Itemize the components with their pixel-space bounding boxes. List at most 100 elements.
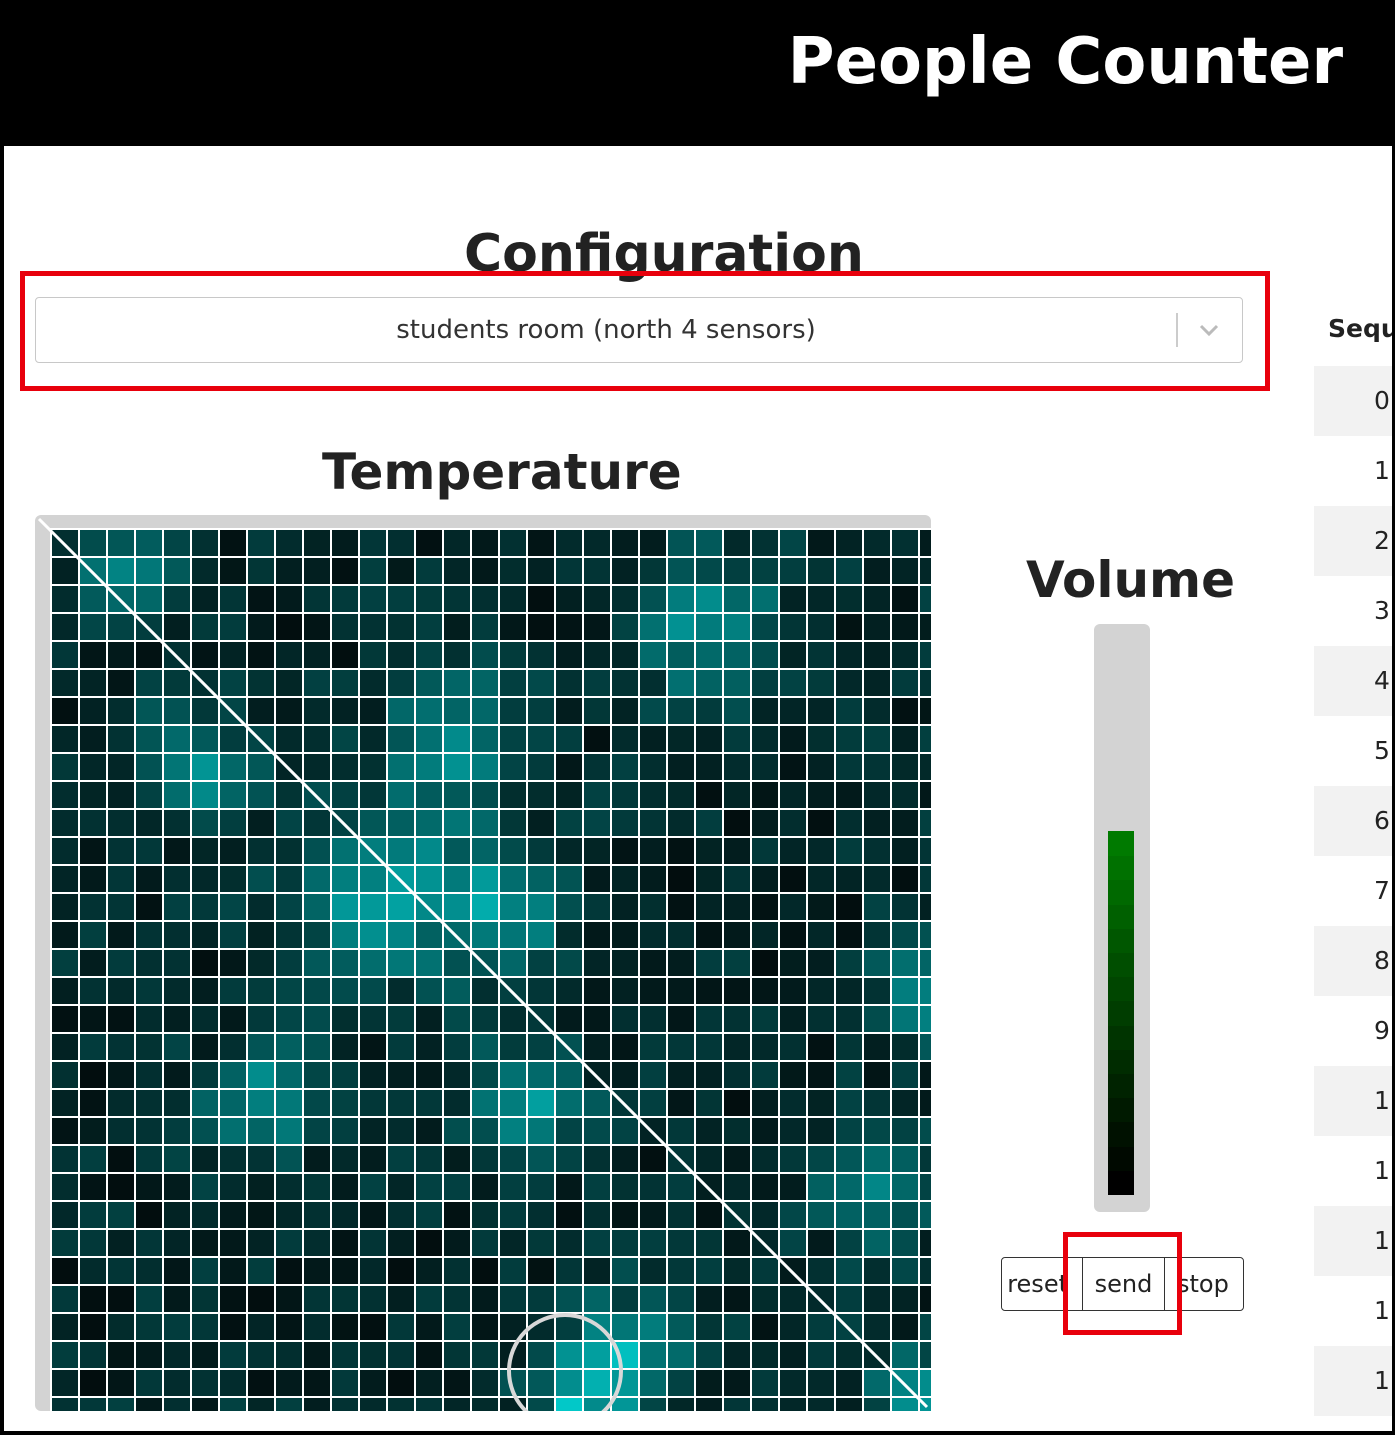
heatmap-cell xyxy=(666,1116,696,1146)
heatmap-cell xyxy=(498,1032,528,1062)
heatmap-cell xyxy=(918,864,931,894)
heatmap-cell xyxy=(190,1396,220,1411)
heatmap-cell xyxy=(414,1172,444,1202)
heatmap-cell xyxy=(386,1396,416,1411)
heatmap-cell xyxy=(442,556,472,586)
heatmap-cell xyxy=(134,1368,164,1398)
heatmap-cell xyxy=(218,976,248,1006)
heatmap-cell xyxy=(778,920,808,950)
heatmap-cell xyxy=(918,668,931,698)
heatmap-cell xyxy=(890,808,920,838)
heatmap-cell xyxy=(302,1172,332,1202)
heatmap-cell xyxy=(834,1200,864,1230)
heatmap-cell xyxy=(302,864,332,894)
heatmap-cell xyxy=(302,584,332,614)
heatmap-cell xyxy=(694,864,724,894)
heatmap-cell xyxy=(302,976,332,1006)
heatmap-cell xyxy=(246,1004,276,1034)
heatmap-cell xyxy=(302,1088,332,1118)
heatmap-cell xyxy=(722,528,752,558)
heatmap-cell xyxy=(470,1088,500,1118)
heatmap-cell xyxy=(666,780,696,810)
heatmap-cell xyxy=(806,1368,836,1398)
heatmap-cell xyxy=(190,584,220,614)
configuration-select[interactable]: students room (north 4 sensors) xyxy=(35,297,1243,363)
heatmap-cell xyxy=(414,976,444,1006)
heatmap-cell xyxy=(330,948,360,978)
heatmap-cell xyxy=(190,1088,220,1118)
temperature-title: Temperature xyxy=(322,443,682,501)
heatmap-cell xyxy=(722,1060,752,1090)
heatmap-cell xyxy=(526,1172,556,1202)
heatmap-cell xyxy=(246,1116,276,1146)
heatmap-cell xyxy=(722,920,752,950)
reset-button[interactable]: reset xyxy=(1002,1258,1082,1310)
heatmap-cell xyxy=(302,1116,332,1146)
heatmap-cell xyxy=(834,584,864,614)
heatmap-cell xyxy=(918,948,931,978)
heatmap-cell xyxy=(610,948,640,978)
heatmap-cell xyxy=(834,1256,864,1286)
heatmap-cell xyxy=(862,1088,892,1118)
heatmap-cell xyxy=(358,1004,388,1034)
heatmap-cell xyxy=(890,1312,920,1342)
heatmap-cell xyxy=(302,1256,332,1286)
heatmap-cell xyxy=(554,584,584,614)
heatmap-cell xyxy=(78,1340,108,1370)
volume-cell xyxy=(1108,855,1134,881)
heatmap-cell xyxy=(890,1256,920,1286)
sequence-table: Sequ 0 1 2 3 4 5 6 7 8 9 1 1 1 1 1 xyxy=(1314,296,1392,1431)
heatmap-cell xyxy=(274,920,304,950)
heatmap-cell xyxy=(50,696,80,726)
chevron-down-icon[interactable] xyxy=(1196,317,1222,343)
heatmap-cell xyxy=(666,864,696,894)
heatmap-cell xyxy=(442,1032,472,1062)
heatmap-cell xyxy=(274,892,304,922)
heatmap-cell xyxy=(274,1256,304,1286)
heatmap-cell xyxy=(386,920,416,950)
heatmap-cell xyxy=(162,668,192,698)
table-row: 2 xyxy=(1314,506,1392,576)
send-button[interactable]: send xyxy=(1082,1258,1164,1310)
heatmap-cell xyxy=(386,976,416,1006)
heatmap-cell xyxy=(806,1088,836,1118)
heatmap-cell xyxy=(246,920,276,950)
heatmap-cell xyxy=(50,1228,80,1258)
heatmap-cell xyxy=(134,1340,164,1370)
heatmap-cell xyxy=(638,1172,668,1202)
heatmap-cell xyxy=(750,836,780,866)
heatmap-cell xyxy=(274,1116,304,1146)
heatmap-cell xyxy=(890,668,920,698)
heatmap-cell xyxy=(190,920,220,950)
heatmap-cell xyxy=(554,808,584,838)
heatmap-cell xyxy=(750,1116,780,1146)
heatmap-cell xyxy=(134,948,164,978)
heatmap-cell xyxy=(694,836,724,866)
stop-button[interactable]: stop xyxy=(1164,1258,1243,1310)
heatmap-cell xyxy=(498,1200,528,1230)
heatmap-cell xyxy=(330,1284,360,1314)
heatmap-cell xyxy=(414,948,444,978)
heatmap-cell xyxy=(470,1396,500,1411)
heatmap-cell xyxy=(106,640,136,670)
heatmap-cell xyxy=(162,836,192,866)
heatmap-cell xyxy=(834,528,864,558)
heatmap-cell xyxy=(442,948,472,978)
heatmap-cell xyxy=(722,612,752,642)
volume-cell xyxy=(1108,1049,1134,1074)
heatmap-cell xyxy=(78,780,108,810)
heatmap-cell xyxy=(890,948,920,978)
heatmap-cell xyxy=(190,864,220,894)
heatmap-cell xyxy=(190,780,220,810)
heatmap-cell xyxy=(50,1368,80,1398)
table-row: 4 xyxy=(1314,646,1392,716)
heatmap-cell xyxy=(106,892,136,922)
heatmap-cell xyxy=(638,976,668,1006)
heatmap-cell xyxy=(582,976,612,1006)
heatmap-cell xyxy=(106,976,136,1006)
heatmap-cell xyxy=(554,724,584,754)
heatmap-cell xyxy=(722,836,752,866)
heatmap-cell xyxy=(638,948,668,978)
volume-cell xyxy=(1108,1145,1134,1171)
configuration-title: Configuration xyxy=(464,224,864,284)
